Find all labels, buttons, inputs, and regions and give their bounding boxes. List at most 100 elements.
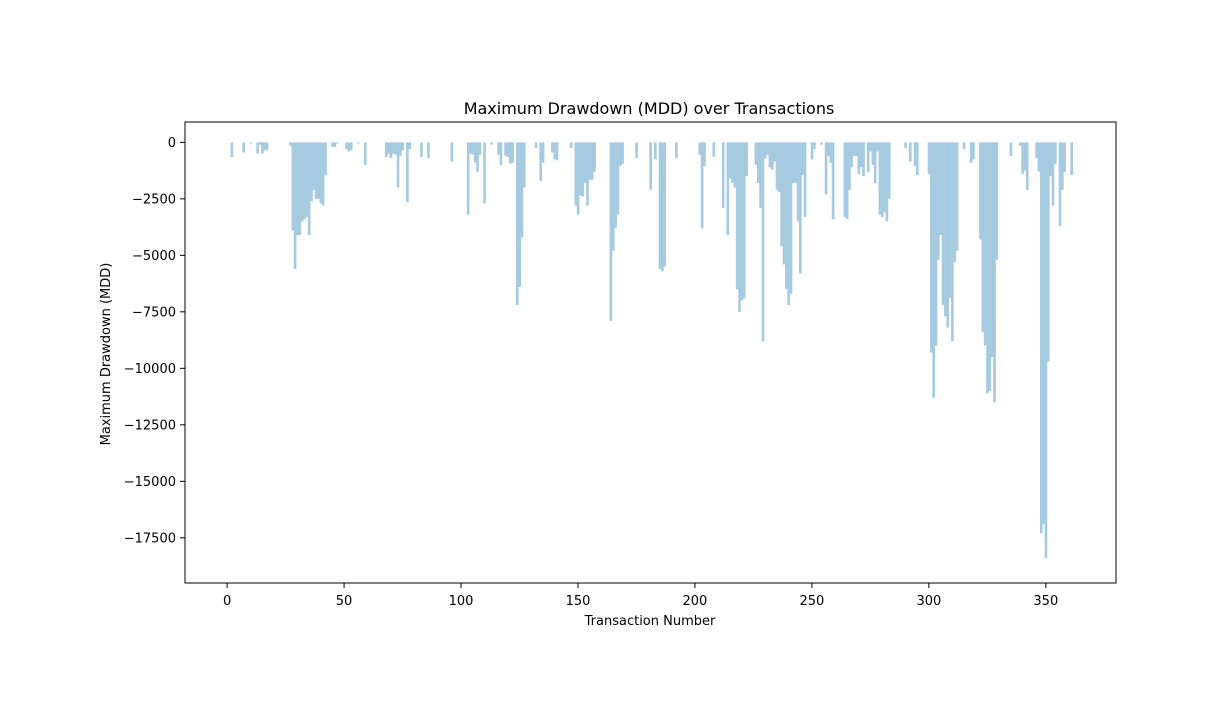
bar-292 xyxy=(908,142,912,162)
bar-39 xyxy=(317,142,320,199)
bar-306 xyxy=(941,142,945,306)
bar-238 xyxy=(782,142,786,265)
bar-125 xyxy=(518,142,521,287)
y-tick-label: −12500 xyxy=(124,418,176,433)
bar-257 xyxy=(827,142,830,156)
bar-264 xyxy=(843,142,847,217)
bar-323 xyxy=(981,142,985,333)
bar-37 xyxy=(312,142,316,190)
bar-185 xyxy=(658,142,662,269)
bar-164 xyxy=(609,142,613,321)
bar-251 xyxy=(813,142,816,150)
bar-237 xyxy=(780,142,783,247)
bar-208 xyxy=(712,142,716,158)
bar-272 xyxy=(862,142,865,177)
x-axis: 0 50 100 150 200 250 300 350 xyxy=(223,583,1058,609)
chart-title: Maximum Drawdown (MDD) over Transactions xyxy=(464,99,835,118)
plot-frame xyxy=(184,121,1117,584)
bar-326 xyxy=(988,142,992,391)
bar-259 xyxy=(831,142,835,220)
bar-147 xyxy=(569,142,573,148)
bar-7 xyxy=(242,142,245,153)
bar-241 xyxy=(789,142,793,294)
bar-27 xyxy=(289,142,292,146)
bar-342 xyxy=(1025,142,1029,190)
bar-96 xyxy=(450,142,454,162)
bar-294 xyxy=(913,142,917,167)
y-tick-label: −17500 xyxy=(124,531,176,546)
bar-32 xyxy=(300,142,304,222)
bar-270 xyxy=(857,142,861,174)
bar-229 xyxy=(761,142,765,342)
y-tick-label: −10000 xyxy=(124,362,176,377)
bar-219 xyxy=(738,142,741,312)
bar-234 xyxy=(773,142,776,162)
bar-212 xyxy=(721,142,725,208)
bar-339 xyxy=(1018,142,1022,146)
bar-352 xyxy=(1049,142,1052,177)
bar-153 xyxy=(583,142,587,184)
bar-17 xyxy=(265,142,269,151)
bar-134 xyxy=(539,142,543,181)
bar-290 xyxy=(904,142,907,148)
bar-151 xyxy=(579,142,582,196)
bar-192 xyxy=(675,142,678,159)
bar-154 xyxy=(586,142,589,206)
bar-250 xyxy=(810,142,814,160)
bar-233 xyxy=(770,142,774,170)
bar-247 xyxy=(803,142,807,217)
bar-71 xyxy=(392,142,395,154)
bar-156 xyxy=(590,142,594,180)
bar-349 xyxy=(1042,142,1045,525)
bar-268 xyxy=(852,142,856,156)
y-axis: 0 −2500 −5000 −7500 −10000 −12500 −15000 −17500 xyxy=(124,136,185,546)
bar-226 xyxy=(754,142,758,165)
bar-281 xyxy=(883,142,886,213)
bar-357 xyxy=(1061,142,1064,190)
bar-78 xyxy=(408,142,412,150)
y-tick-label: −7500 xyxy=(132,305,176,320)
bar-222 xyxy=(745,142,748,177)
bar-351 xyxy=(1046,142,1050,362)
bar-307 xyxy=(944,142,947,317)
bar-309 xyxy=(948,142,952,299)
bar-220 xyxy=(740,142,744,301)
x-tick-label: 100 xyxy=(449,594,474,609)
bar-322 xyxy=(979,142,982,240)
bar-315 xyxy=(962,142,966,150)
bar-120 xyxy=(506,142,510,158)
bar-121 xyxy=(508,142,512,164)
bar-169 xyxy=(621,142,624,164)
bar-30 xyxy=(296,142,299,235)
bar-302 xyxy=(932,142,936,398)
bar-303 xyxy=(934,142,938,346)
bar-269 xyxy=(855,142,858,156)
bar-70 xyxy=(389,142,393,159)
bar-141 xyxy=(555,142,559,161)
bar-203 xyxy=(700,142,704,229)
bar-328 xyxy=(993,142,996,403)
bar-279 xyxy=(878,142,882,215)
bar-312 xyxy=(955,142,959,251)
bar-69 xyxy=(387,142,390,154)
bar-358 xyxy=(1063,142,1067,172)
bar-304 xyxy=(937,142,940,260)
bar-13 xyxy=(256,142,259,154)
bar-327 xyxy=(990,142,994,358)
bar-41 xyxy=(321,142,325,206)
bar-216 xyxy=(731,142,734,184)
bar-347 xyxy=(1037,142,1041,172)
bar-16 xyxy=(263,142,266,151)
bar-277 xyxy=(873,142,877,184)
bar-187 xyxy=(663,142,667,267)
bar-228 xyxy=(759,142,762,208)
bar-124 xyxy=(516,142,519,306)
bar-311 xyxy=(953,142,957,263)
bar-165 xyxy=(611,142,615,251)
bar-300 xyxy=(927,142,931,174)
bar-265 xyxy=(845,142,849,220)
bar-132 xyxy=(534,142,538,148)
bar-267 xyxy=(850,142,854,168)
bar-295 xyxy=(916,142,919,176)
